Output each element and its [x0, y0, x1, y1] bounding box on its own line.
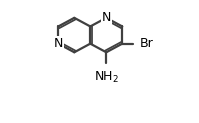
Text: NH$_2$: NH$_2$ [94, 69, 119, 85]
Text: N: N [101, 11, 111, 24]
Text: N: N [54, 37, 63, 50]
Text: Br: Br [139, 37, 153, 50]
